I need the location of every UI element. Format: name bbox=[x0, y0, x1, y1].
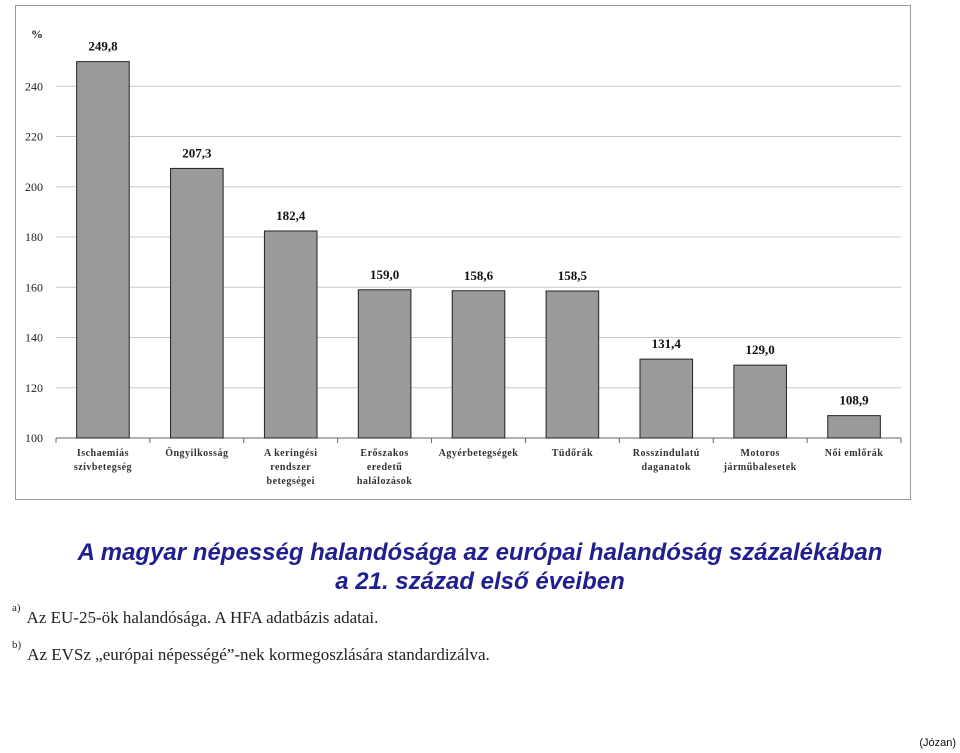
bar bbox=[733, 364, 787, 439]
x-tick-label: szívbetegség bbox=[74, 462, 132, 473]
data-label: 131,4 bbox=[652, 336, 682, 351]
x-tick-label: daganatok bbox=[642, 462, 692, 473]
x-tick-label: A keringési bbox=[264, 448, 318, 459]
x-tick-label: eredetű bbox=[367, 462, 403, 473]
x-tick-label: Ischaemiás bbox=[77, 448, 129, 459]
data-label: 158,5 bbox=[558, 268, 588, 283]
y-tick-label: 160 bbox=[25, 280, 43, 294]
bar bbox=[170, 167, 224, 439]
bar bbox=[357, 289, 412, 439]
y-tick-label: 100 bbox=[25, 431, 43, 445]
footnote-a: a) Az EU-25-ök halandósága. A HFA adatbáz… bbox=[12, 602, 379, 628]
y-tick-label: 120 bbox=[25, 381, 43, 395]
x-tick-label: Női emlőrák bbox=[825, 448, 884, 459]
data-label: 108,9 bbox=[839, 393, 869, 408]
data-label: 159,0 bbox=[370, 267, 399, 282]
bar bbox=[827, 415, 881, 439]
x-tick-label: járműbalesetek bbox=[723, 462, 797, 473]
bar-chart: 100 120 140 160 180 200 220 240% 249,8 Ischaemiás… bbox=[25, 27, 902, 487]
y-tick-label: 240 bbox=[25, 79, 43, 93]
x-tick-label: Tüdőrák bbox=[552, 448, 593, 459]
x-tick-label: Agyérbetegségek bbox=[439, 448, 519, 459]
bar bbox=[545, 290, 600, 439]
title-line-1: A magyar népesség halandósága az európai… bbox=[77, 539, 883, 566]
y-tick-label: 200 bbox=[25, 180, 43, 194]
footnote-a-text: Az EU-25-ök halandósága. A HFA adatbázis… bbox=[26, 608, 379, 627]
footnote-b-mark: b) bbox=[12, 639, 22, 651]
y-tick-label: 140 bbox=[25, 331, 43, 345]
x-tick-label: halálozások bbox=[357, 476, 413, 487]
x-tick-label: Rosszindulatú bbox=[633, 448, 700, 459]
footnote-a-mark: a) bbox=[12, 602, 21, 614]
x-tick-label: Motoros bbox=[740, 448, 779, 459]
data-label: 207,3 bbox=[182, 145, 212, 160]
bar bbox=[76, 61, 130, 439]
x-tick-label: betegségei bbox=[267, 476, 315, 487]
title-line-2: a 21. század első éveiben bbox=[335, 568, 625, 595]
data-label: 249,8 bbox=[88, 39, 118, 54]
x-tick-label: rendszer bbox=[270, 462, 311, 473]
source-note: (Józan) bbox=[919, 737, 956, 749]
data-label: 129,0 bbox=[746, 342, 775, 357]
x-tick-label: Öngyilkosság bbox=[165, 446, 228, 459]
main-title: A magyar népesség halandósága az európai… bbox=[0, 538, 960, 596]
footnote-b: b) Az EVSz „európai népességé”-nek kormeg… bbox=[12, 639, 490, 665]
y-tick-label: 180 bbox=[25, 230, 43, 244]
data-label: 158,6 bbox=[464, 268, 494, 283]
y-tick-label: 220 bbox=[25, 130, 43, 144]
bar bbox=[451, 290, 506, 439]
data-label: 182,4 bbox=[276, 208, 306, 223]
bar bbox=[639, 358, 694, 439]
chart-frame: 100 120 140 160 180 200 220 240% 249,8 Ischaemiás… bbox=[15, 5, 911, 500]
y-axis-label: % bbox=[31, 27, 43, 41]
x-tick-label: Erőszakos bbox=[360, 448, 408, 459]
bar bbox=[263, 230, 318, 439]
footnote-b-text: Az EVSz „európai népességé”-nek kormegos… bbox=[27, 645, 490, 664]
